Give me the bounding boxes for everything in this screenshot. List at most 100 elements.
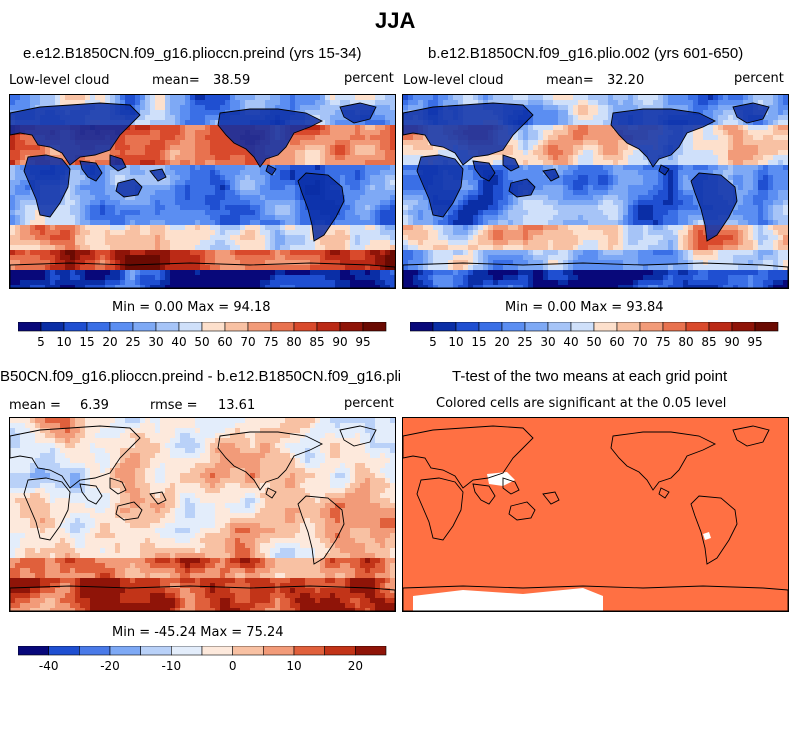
panel1-title: e.e12.B1850CN.f09_g16.plioccn.preind (yr… — [23, 45, 362, 62]
coastline — [508, 501, 536, 521]
colorbar-tick-label: 40 — [563, 335, 578, 349]
colorbar-swatch — [355, 645, 387, 656]
colorbar-swatch — [639, 321, 664, 332]
colorbar-swatch — [662, 321, 687, 332]
colorbar-swatch — [409, 321, 434, 332]
colorbar-tick-label: 40 — [171, 335, 186, 349]
coastline — [217, 431, 324, 491]
panel3-rmse-value: 13.61 — [218, 398, 256, 413]
coastline — [658, 164, 670, 176]
colorbar-tick-label: 5 — [37, 335, 45, 349]
colorbar-tick-label: 85 — [701, 335, 716, 349]
colorbar-tick-label: 25 — [125, 335, 140, 349]
colorbar-tick-label: 10 — [56, 335, 71, 349]
colorbar-tick-label: 25 — [517, 335, 532, 349]
ttest-fill — [403, 418, 788, 611]
panel3-colorbar: -40-20-100102040 — [17, 645, 424, 681]
panel2-units: percent — [734, 71, 784, 86]
panel2-colorbar-svg: 5 10 15 20 25 30 40 50 60 70 75 80 85 90 95 — [409, 321, 779, 349]
coastline — [10, 262, 395, 288]
colorbar-swatch — [593, 321, 618, 332]
panel2-minmax: Min = 0.00 Max = 93.84 — [505, 300, 664, 315]
panel1-map — [9, 94, 396, 289]
colorbar-swatch — [40, 321, 65, 332]
coastline — [265, 487, 277, 499]
colorbar-swatch — [171, 645, 203, 656]
panel2-map-svg — [403, 95, 788, 288]
coastline — [610, 108, 717, 168]
colorbar-tick-label: 75 — [263, 335, 278, 349]
coastline — [472, 160, 496, 182]
colorbar-tick-label: 10 — [286, 659, 301, 673]
coastline — [508, 178, 536, 198]
panel4-map — [402, 417, 789, 612]
colorbar-tick-label: 75 — [655, 335, 670, 349]
colorbar-swatch — [316, 321, 341, 332]
coastline — [502, 154, 520, 172]
colorbar-swatch — [247, 321, 272, 332]
colorbar-tick-label: -10 — [162, 659, 182, 673]
panel3-mean-value: 6.39 — [80, 398, 109, 413]
panel3-units: percent — [344, 396, 394, 411]
colorbar-swatch — [132, 321, 157, 332]
colorbar-tick-label: -40 — [39, 659, 59, 673]
panel2-title: b.e12.B1850CN.f09_g16.plio.002 (yrs 601-… — [428, 45, 744, 62]
colorbar-swatch — [324, 645, 356, 656]
colorbar-swatch — [17, 321, 42, 332]
coastline — [115, 501, 143, 521]
panel4-map-svg — [403, 418, 788, 611]
colorbar-tick-label: 0 — [229, 659, 237, 673]
coastline — [542, 168, 560, 182]
colorbar-swatch — [432, 321, 457, 332]
colorbar-swatch — [224, 321, 249, 332]
coastline — [610, 431, 717, 491]
panel2-variable: Low-level cloud — [403, 73, 504, 88]
coastline — [109, 477, 127, 495]
panel1-minmax: Min = 0.00 Max = 94.18 — [112, 300, 271, 315]
colorbar-swatch — [270, 321, 295, 332]
coastline — [403, 425, 534, 489]
coastline — [149, 168, 167, 182]
colorbar-swatch — [201, 321, 226, 332]
colorbar-tick-label: 95 — [747, 335, 762, 349]
colorbar-tick-label: 80 — [286, 335, 301, 349]
coastline — [115, 178, 143, 198]
colorbar-tick-label: 70 — [240, 335, 255, 349]
colorbar-tick-label: 20 — [102, 335, 117, 349]
colorbar-tick-label: 90 — [332, 335, 347, 349]
colorbar-swatch — [140, 645, 172, 656]
colorbar-swatch — [731, 321, 756, 332]
colorbar-swatch — [570, 321, 595, 332]
colorbar-swatch — [63, 321, 88, 332]
coastline — [732, 102, 770, 124]
coastline — [690, 495, 738, 565]
colorbar-swatch — [155, 321, 180, 332]
colorbar-tick-label: 95 — [355, 335, 370, 349]
colorbar-swatch — [79, 645, 111, 656]
colorbar-swatch — [339, 321, 364, 332]
coastline — [403, 262, 788, 288]
coastline — [542, 491, 560, 505]
coastline — [265, 164, 277, 176]
panel4-title: T-test of the two means at each grid poi… — [452, 368, 728, 385]
colorbar-swatch — [17, 645, 49, 656]
colorbar-tick-label: 50 — [586, 335, 601, 349]
panel1-mean-label: mean= — [152, 73, 200, 88]
coastline — [10, 585, 395, 611]
coastline — [10, 425, 141, 489]
panel3-title: B50CN.f09_g16.plioccn.preind - b.e12.B18… — [0, 368, 400, 385]
coastline — [502, 477, 520, 495]
colorbar-swatch — [201, 645, 233, 656]
panel3-minmax: Min = -45.24 Max = 75.24 — [112, 625, 284, 640]
colorbar-swatch — [685, 321, 710, 332]
panel3-rmse-label: rmse = — [150, 398, 198, 413]
panel1-map-svg — [10, 95, 395, 288]
colorbar-tick-label: 85 — [309, 335, 324, 349]
colorbar-tick-label: -20 — [100, 659, 120, 673]
colorbar-swatch — [109, 321, 134, 332]
colorbar-swatch — [478, 321, 503, 332]
panel3-map-svg — [10, 418, 395, 611]
colorbar-swatch — [293, 645, 325, 656]
page-title: JJA — [375, 8, 416, 33]
panel2-colorbar: 5 10 15 20 25 30 40 50 60 70 75 80 85 90 95 — [409, 321, 780, 357]
